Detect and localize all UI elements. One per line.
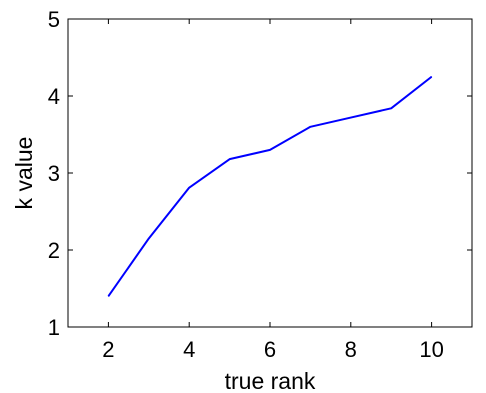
y-axis-label: k value — [11, 137, 37, 210]
series-line — [107, 75, 433, 297]
y-tick-label: 5 — [48, 7, 60, 32]
x-tick-label: 4 — [183, 337, 195, 362]
x-axis: 2 4 6 8 10 — [102, 19, 444, 362]
data-point — [390, 107, 392, 109]
data-point — [107, 295, 109, 297]
y-tick-label: 4 — [48, 84, 60, 109]
data-point — [431, 76, 433, 78]
x-axis-label: true rank — [225, 368, 316, 393]
y-axis: 1 2 3 4 5 — [48, 7, 472, 340]
y-tick-label: 1 — [48, 315, 60, 340]
x-tick-label: 10 — [419, 337, 443, 362]
data-point — [350, 117, 352, 119]
data-point — [269, 149, 271, 151]
y-tick-label: 2 — [48, 238, 60, 263]
data-point — [188, 187, 190, 189]
y-tick-label: 3 — [48, 161, 60, 186]
x-tick-label: 6 — [264, 337, 276, 362]
plot-area — [67, 18, 473, 328]
axes-box — [67, 18, 473, 328]
x-tick-label: 8 — [345, 337, 357, 362]
data-point — [148, 237, 150, 239]
x-tick-label: 2 — [102, 337, 114, 362]
data-point — [229, 158, 231, 160]
data-point — [309, 126, 311, 128]
